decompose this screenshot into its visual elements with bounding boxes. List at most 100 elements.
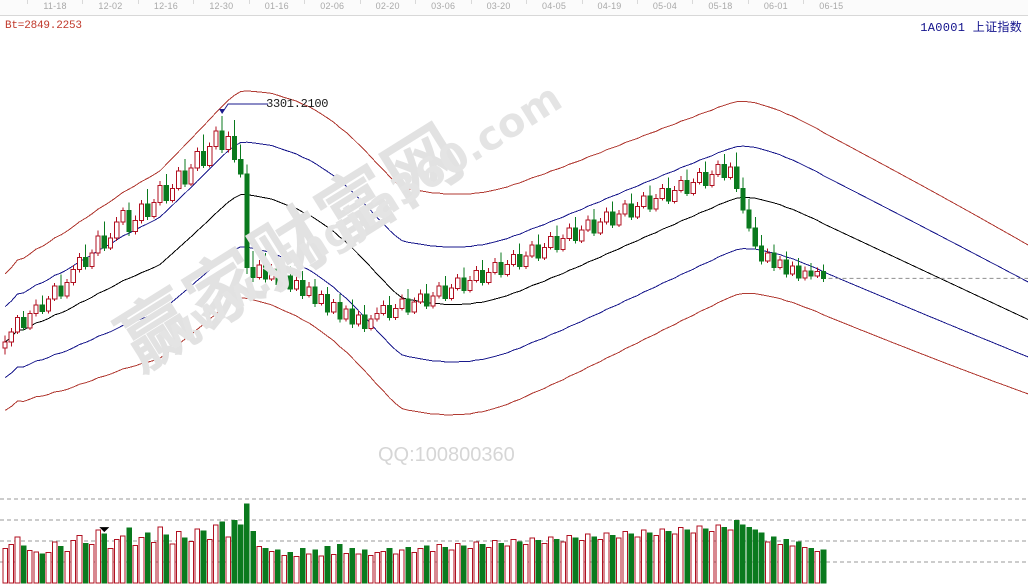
date-axis-tickmark [248,0,250,4]
volume-bar [764,541,771,584]
candle-body [740,187,746,211]
candle-body [256,264,262,278]
volume-bar [436,544,442,584]
candle-body [157,184,163,204]
candle-body [250,266,256,278]
volume-bar [523,544,529,584]
candle-body [89,252,95,268]
volume-bar [628,533,635,584]
candle-body [746,209,752,229]
volume-bar [727,529,734,584]
volume-bar [498,542,504,584]
annotation-arrow-icon [219,109,226,114]
date-axis-tickmark [526,0,528,4]
volume-bar [665,531,672,584]
volume-bar [194,528,201,584]
candle-body [324,294,331,313]
volume-bar [64,550,70,584]
candle-body [417,293,424,303]
volume-chart-panel[interactable] [0,495,1028,584]
volume-bar [76,535,83,584]
date-axis-tickmark [137,0,139,4]
candle-body [169,187,176,202]
volume-bar [733,519,740,584]
volume-bar [715,524,721,584]
candle-body [479,269,486,284]
volume-bar [27,550,33,584]
volume-bar [640,529,647,584]
candle-body [188,167,194,185]
candle-body [306,286,312,296]
candle-body [678,179,684,191]
volume-bar [454,542,461,584]
volume-bar [380,550,387,584]
candle-body [616,213,622,226]
candle-body [337,302,343,320]
volume-bar [659,528,666,584]
annotation-leader-line [221,103,269,114]
volume-bar [560,541,566,584]
volume-bar [802,546,808,584]
volume-bar [461,545,467,584]
volume-bar [275,549,281,584]
volume-bar [554,538,560,584]
date-axis-tickmark [581,0,583,4]
volume-bar [616,537,622,584]
candle-body [610,211,616,226]
volume-bar [696,525,703,584]
candle-body [238,159,244,175]
volume-bar [585,533,591,584]
volume-bar-series [2,503,827,584]
candle-body [312,286,318,304]
symbol-label: 1A0001 上证指数 [920,21,1022,35]
price-chart-panel[interactable] [0,15,1028,495]
candle-body [448,287,455,299]
candle-body [411,301,417,313]
volume-bar [70,540,77,584]
candle-body [362,314,368,329]
candle-body [523,255,529,268]
candle-body [628,203,634,218]
date-axis-tick-02-06: 02-06 [320,1,345,11]
volume-bar [647,532,653,584]
candle-body [641,195,647,207]
candle-body [52,285,58,300]
volume-bar [244,503,250,584]
date-axis-tickmark [747,0,749,4]
candle-body [331,302,337,313]
candle-body [535,244,541,259]
candle-body [492,261,498,273]
candle-body [207,146,213,166]
candle-body [151,202,157,217]
candle-body [368,318,374,329]
candle-body [765,252,771,262]
candle-body [498,261,504,276]
volume-bar [684,529,690,584]
candle-body [634,205,641,218]
candle-body [529,244,535,257]
volume-bar [163,534,170,584]
volume-bar [20,545,27,584]
candle-body [771,252,777,268]
candle-body [473,269,479,281]
volume-bar [442,546,449,584]
candle-body [672,190,678,202]
date-axis-tick-11-18: 11-18 [43,1,67,11]
volume-bar [795,541,802,584]
candle-body [126,210,132,232]
volume-bar [169,543,176,584]
volume-bar [709,531,715,584]
date-axis-tickmark [193,0,195,4]
candle-body [647,195,653,210]
candle-body [120,210,126,223]
date-axis-tick-04-05: 04-05 [542,1,567,11]
volume-bar [485,546,492,584]
volume-bar [758,532,765,584]
volume-bar [752,529,759,584]
candle-body [293,279,300,290]
volume-bar [746,527,752,584]
candle-body [455,277,461,289]
candlestick-series [2,116,827,355]
middle-band [4,194,1028,343]
candle-body [715,164,721,176]
